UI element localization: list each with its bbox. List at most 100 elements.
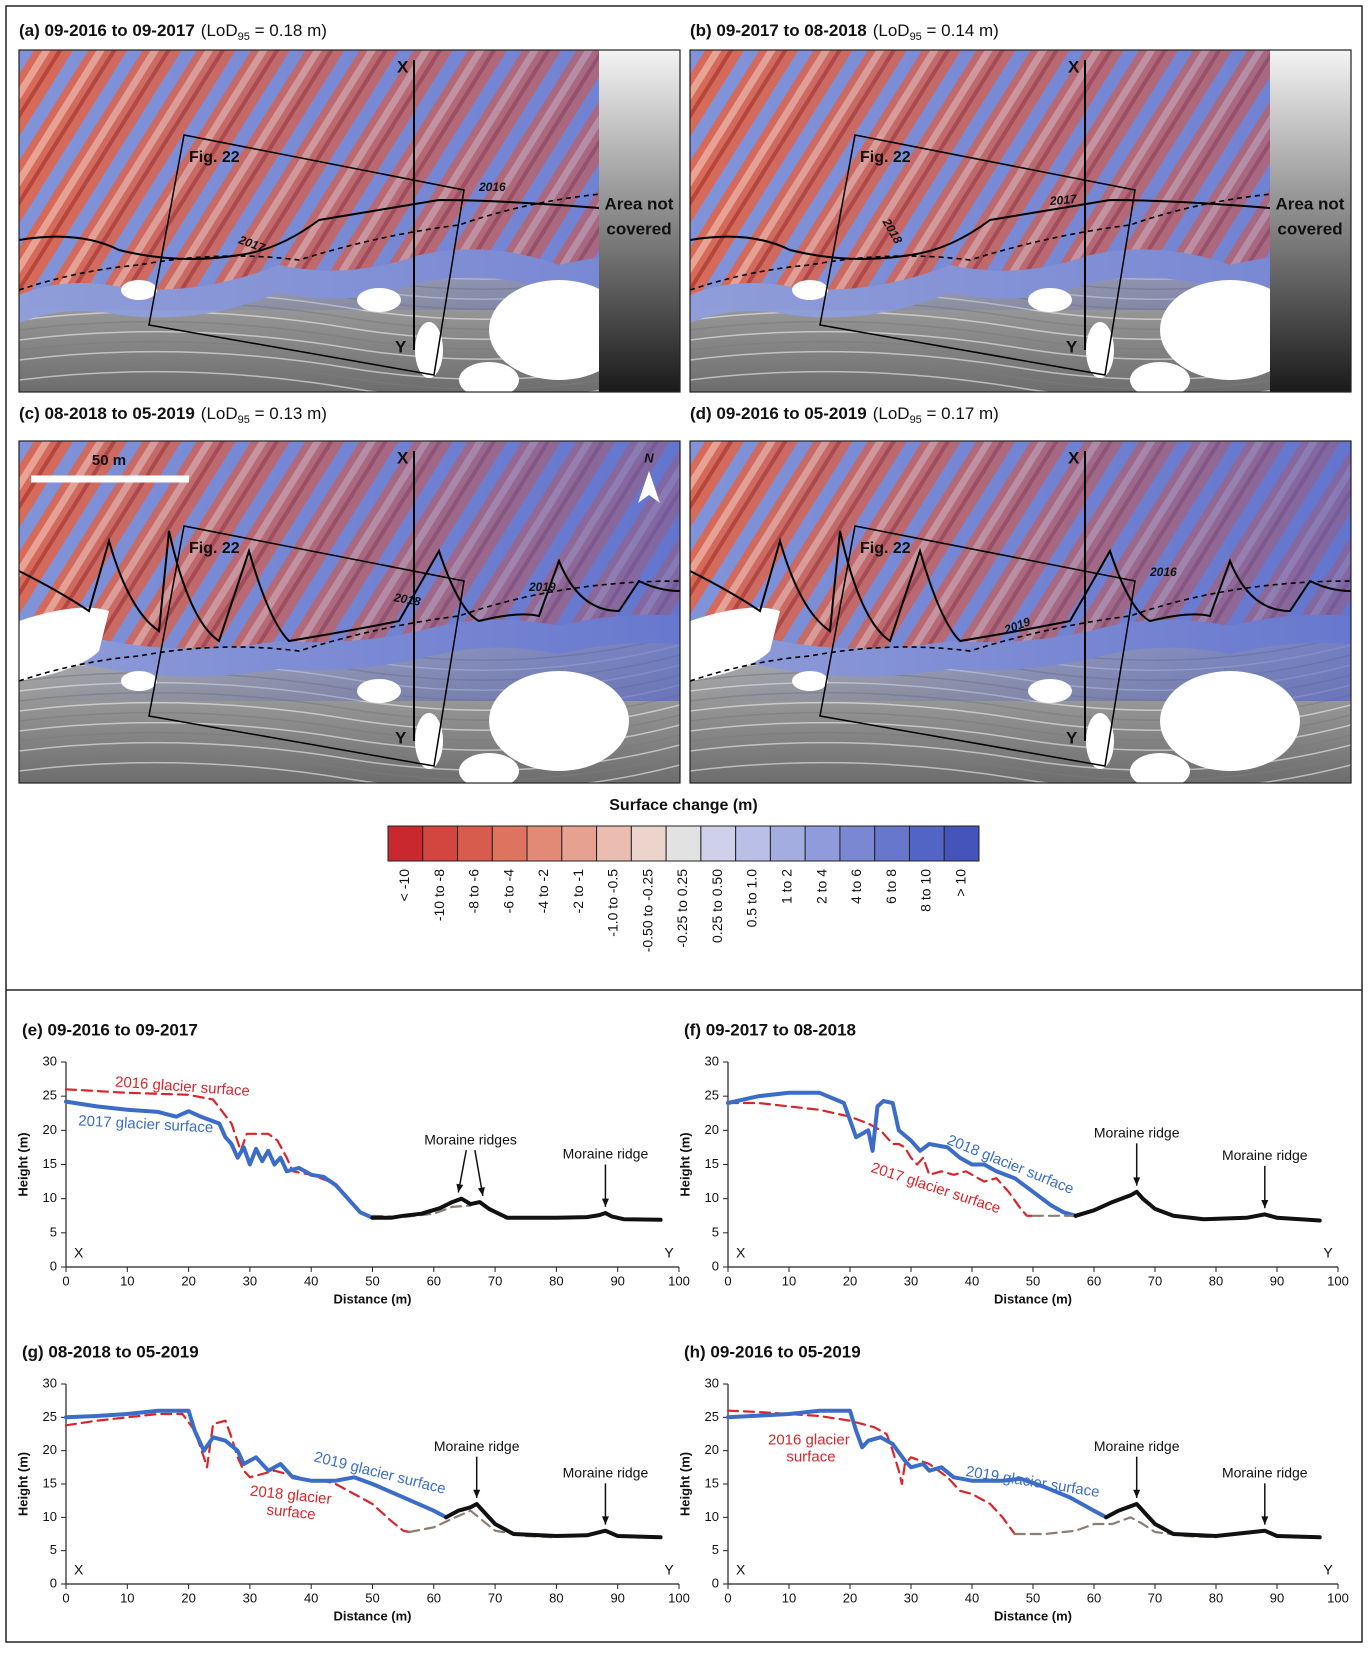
y-tick-label: 15 xyxy=(705,1475,719,1490)
y-tick-label: 25 xyxy=(705,1409,719,1424)
x-tick-label: 10 xyxy=(120,1273,134,1288)
profile-end: Y xyxy=(395,728,407,747)
lod-prefix: (LoD xyxy=(201,21,238,40)
x-tick-label: 40 xyxy=(965,1590,979,1605)
series-label: 2016 glacier surface xyxy=(768,1432,854,1466)
profile-line xyxy=(370,1196,663,1222)
lod-suffix: = 0.14 m) xyxy=(922,21,999,40)
not-covered-area xyxy=(599,50,680,392)
no-data-area xyxy=(357,679,401,703)
annotation-arrowhead xyxy=(601,1198,609,1207)
x-tick-label: 50 xyxy=(1026,1273,1040,1288)
chart-title: (h) 09-2016 to 05-2019 xyxy=(684,1342,861,1361)
x-tick-label: 30 xyxy=(904,1273,918,1288)
x-tick-label: 0 xyxy=(62,1273,69,1288)
annotation: Moraine ridge xyxy=(1094,1124,1180,1140)
profile-end: Y xyxy=(395,337,407,356)
profile-line xyxy=(1073,1189,1322,1223)
lod-prefix: (LoD xyxy=(873,404,910,423)
x-tick-label: 10 xyxy=(782,1273,796,1288)
y-tick-label: 5 xyxy=(50,1224,57,1239)
x-tick-label: 30 xyxy=(904,1590,918,1605)
y-tick-label: 30 xyxy=(705,1375,719,1390)
figure-reference: Fig. 22 xyxy=(189,149,240,166)
series-label: 2017 glacier surface xyxy=(869,1159,1003,1217)
profile-end: Y xyxy=(664,1562,674,1578)
legend-swatch xyxy=(596,825,632,862)
y-tick-label: 15 xyxy=(43,1475,57,1490)
series-label: 2018 glacier surface xyxy=(247,1483,336,1526)
no-data-area xyxy=(19,607,109,681)
map-frame xyxy=(18,49,681,393)
no-data-area xyxy=(690,607,780,681)
profile-line xyxy=(726,1090,1078,1218)
series-label: 2017 glacier surface xyxy=(78,1112,214,1136)
x-tick-label: 80 xyxy=(549,1590,563,1605)
legend-swatch xyxy=(943,825,980,862)
annotation-arrowhead xyxy=(601,1516,609,1525)
legend-swatch xyxy=(769,825,806,862)
legend-class-label: -2 to -1 xyxy=(570,869,586,914)
no-data-area xyxy=(792,671,828,691)
lod-suffix: = 0.17 m) xyxy=(922,404,999,423)
not-covered-area xyxy=(1270,50,1351,392)
legend-swatch xyxy=(804,825,841,862)
series-label: 2019 glacier surface xyxy=(965,1463,1101,1501)
glacier-margin xyxy=(19,530,680,643)
legend-swatch xyxy=(735,825,771,862)
profile-end: Y xyxy=(1066,337,1078,356)
profile-start: X xyxy=(397,448,409,467)
x-tick-label: 70 xyxy=(488,1590,502,1605)
not-covered-label: covered xyxy=(1277,219,1342,238)
annotation-arrowhead xyxy=(1261,1516,1269,1525)
x-axis-label: Distance (m) xyxy=(333,1291,411,1306)
legend-class-label: > 10 xyxy=(952,869,968,897)
y-tick-label: 10 xyxy=(43,1190,57,1205)
fig22-frame xyxy=(148,134,465,376)
y-tick-label: 25 xyxy=(705,1088,719,1103)
x-tick-label: 60 xyxy=(427,1273,441,1288)
x-tick-label: 0 xyxy=(62,1590,69,1605)
y-tick-label: 0 xyxy=(50,1575,57,1590)
x-tick-label: 60 xyxy=(1087,1590,1101,1605)
margin-year-label: 2018 xyxy=(392,590,422,609)
annotation: Moraine ridge xyxy=(563,1465,649,1481)
profile-start: X xyxy=(74,1562,84,1578)
no-data-area xyxy=(459,753,519,783)
annotation: Moraine ridge xyxy=(1222,1465,1308,1481)
panel-title: (c) 08-2018 to 05-2019 (LoD95 = 0.13 m) xyxy=(19,404,327,425)
x-tick-label: 70 xyxy=(1148,1590,1162,1605)
lod-suffix: = 0.18 m) xyxy=(250,21,327,40)
terrain-ridge xyxy=(690,751,1351,781)
legend-swatch xyxy=(422,825,459,862)
profile-end: Y xyxy=(1066,728,1078,747)
x-tick-label: 40 xyxy=(304,1273,318,1288)
lod-prefix: (LoD xyxy=(201,404,238,423)
y-tick-label: 20 xyxy=(705,1122,719,1137)
map-panel: X Y Fig. 22 2018 2019 50 m N xyxy=(18,440,681,784)
profile-start: X xyxy=(74,1245,84,1261)
change-blue-east xyxy=(690,50,1351,310)
x-tick-label: 50 xyxy=(365,1590,379,1605)
figure-reference: Fig. 22 xyxy=(860,149,911,166)
legend-class-label: 4 to 6 xyxy=(848,869,864,904)
profile-line xyxy=(64,1099,375,1220)
no-data-area xyxy=(1160,280,1300,380)
terrain-ridge xyxy=(19,360,680,390)
legend-class-label: -1.0 to -0.5 xyxy=(605,869,621,937)
legend-swatch xyxy=(387,825,424,862)
no-data-area xyxy=(1028,288,1072,312)
chart-title: (e) 09-2016 to 09-2017 xyxy=(22,1020,198,1039)
legend-class-label: 8 to 10 xyxy=(918,869,934,912)
x-tick-label: 80 xyxy=(1209,1590,1223,1605)
legend-swatch xyxy=(491,825,528,862)
profile-line xyxy=(726,1409,1016,1536)
y-tick-label: 25 xyxy=(43,1088,57,1103)
y-axis-label: Height (m) xyxy=(15,1452,30,1516)
y-tick-label: 5 xyxy=(712,1224,719,1239)
legend-class-label: 2 to 4 xyxy=(813,869,829,904)
x-tick-label: 90 xyxy=(1270,1273,1284,1288)
y-tick-label: 30 xyxy=(43,1375,57,1390)
annotation: Moraine ridge xyxy=(1094,1438,1180,1454)
